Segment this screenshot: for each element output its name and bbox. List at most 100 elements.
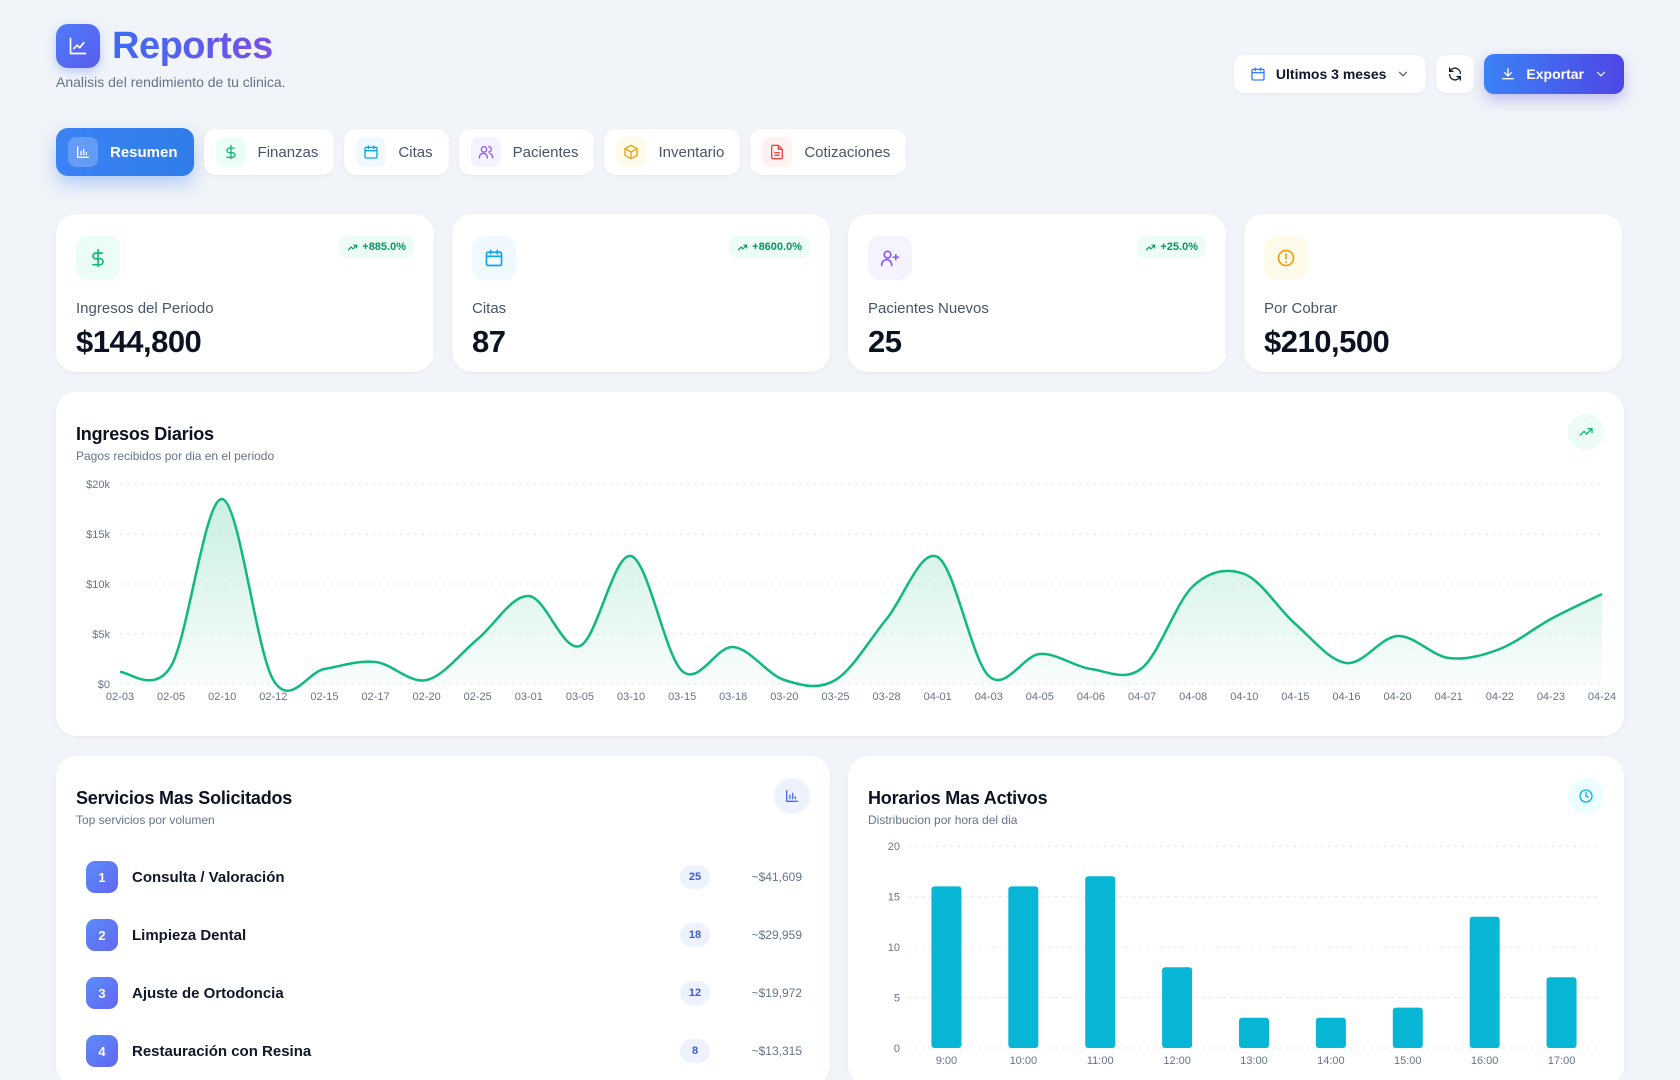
user-plus-icon: [868, 236, 912, 280]
line-chart-icon: [56, 24, 100, 68]
x-tick-label: 03-01: [515, 691, 543, 703]
data-point[interactable]: [267, 674, 279, 686]
x-tick-label: 04-05: [1026, 691, 1054, 703]
data-point[interactable]: [370, 656, 382, 668]
x-tick-label: 02-03: [106, 691, 134, 703]
data-point[interactable]: [1392, 630, 1404, 642]
data-point[interactable]: [625, 550, 637, 562]
bar[interactable]: [1469, 916, 1500, 1048]
data-point[interactable]: [1238, 568, 1250, 580]
data-point[interactable]: [1187, 580, 1199, 592]
data-point[interactable]: [676, 665, 688, 677]
x-tick-label: 04-03: [975, 691, 1003, 703]
x-tick-label: 02-05: [157, 691, 185, 703]
x-tick-label: 02-15: [310, 691, 338, 703]
data-point[interactable]: [1136, 662, 1148, 674]
chevron-down-icon: [1399, 71, 1408, 77]
rank-badge: 3: [86, 977, 118, 1009]
x-tick-label: 03-10: [617, 691, 645, 703]
x-tick-label: 04-15: [1281, 691, 1309, 703]
kpi-value: 87: [472, 324, 506, 359]
kpi-label: Pacientes Nuevos: [868, 300, 989, 317]
x-tick-label: 03-15: [668, 691, 696, 703]
data-point[interactable]: [727, 641, 739, 653]
bar[interactable]: [1315, 1017, 1346, 1048]
bar[interactable]: [931, 886, 962, 1048]
data-point[interactable]: [574, 640, 586, 652]
x-tick-label: 14:00: [1317, 1055, 1345, 1067]
area-fill: [120, 498, 1602, 691]
kpi-value: $210,500: [1264, 324, 1390, 359]
data-point[interactable]: [216, 493, 228, 505]
tab-inventario[interactable]: Inventario: [604, 129, 741, 175]
data-point[interactable]: [1443, 652, 1455, 664]
data-point[interactable]: [932, 551, 944, 563]
refresh-button[interactable]: [1436, 55, 1475, 93]
service-amount: ~$13,315: [751, 1044, 802, 1058]
trend-badge: +8600.0%: [729, 236, 810, 258]
dollar-icon: [76, 236, 120, 280]
y-tick-label: 20: [888, 841, 900, 853]
tab-finanzas[interactable]: Finanzas: [203, 129, 335, 175]
rank-badge: 4: [86, 1035, 118, 1067]
bar[interactable]: [1162, 967, 1193, 1048]
data-point[interactable]: [881, 613, 893, 625]
trend-badge: +885.0%: [339, 236, 414, 258]
kpi-value: 25: [868, 324, 902, 359]
x-tick-label: 03-05: [566, 691, 594, 703]
y-tick-label: $20k: [86, 479, 110, 491]
calendar-icon: [356, 137, 387, 167]
data-point[interactable]: [778, 674, 790, 686]
active-hours-panel: Horarios Mas Activos Distribucion por ho…: [848, 756, 1624, 1080]
data-point[interactable]: [318, 663, 330, 675]
bar[interactable]: [1392, 1007, 1423, 1048]
export-button[interactable]: Exportar: [1484, 54, 1624, 94]
active-hours-chart: 0 5 10 15 20 9:00 10:00 11:00 12:00 13:00 14:00 15:…: [888, 841, 1600, 1067]
calendar-icon: [472, 236, 516, 280]
y-tick-label: $5k: [92, 629, 110, 641]
data-point[interactable]: [829, 674, 841, 686]
service-amount: ~$19,972: [751, 986, 802, 1000]
x-tick-label: 04-22: [1486, 691, 1514, 703]
kpi-card-pacientes-nuevos: +25.0% Pacientes Nuevos 25: [848, 214, 1226, 372]
x-tick-label: 12:00: [1163, 1055, 1191, 1067]
data-point[interactable]: [1034, 648, 1046, 660]
tab-citas[interactable]: Citas: [344, 129, 449, 175]
series-line: [119, 497, 1603, 692]
service-count: 8: [680, 1039, 710, 1063]
bar[interactable]: [1546, 977, 1577, 1048]
data-point[interactable]: [1289, 618, 1301, 630]
tab-label: Pacientes: [512, 143, 579, 161]
data-point[interactable]: [1494, 643, 1506, 655]
data-point[interactable]: [114, 666, 126, 678]
bar[interactable]: [1085, 876, 1116, 1048]
x-tick-label: 10:00: [1010, 1055, 1038, 1067]
trending-up-icon: [737, 244, 748, 250]
data-point[interactable]: [1596, 588, 1608, 600]
top-services-panel: Servicios Mas Solicitados Top servicios …: [56, 756, 830, 1080]
data-point[interactable]: [1340, 657, 1352, 669]
daily-income-panel: Ingresos Diarios Pagos recibidos por dia…: [56, 392, 1624, 736]
data-point[interactable]: [472, 633, 484, 645]
date-range-select[interactable]: Ultimos 3 meses: [1233, 55, 1427, 93]
service-name: Restauración con Resina: [132, 1042, 312, 1060]
data-point[interactable]: [165, 660, 177, 672]
bar[interactable]: [1008, 886, 1039, 1048]
bar-chart-icon: [68, 137, 98, 167]
data-point[interactable]: [421, 674, 433, 686]
data-point[interactable]: [523, 590, 535, 602]
data-point[interactable]: [1545, 613, 1557, 625]
data-point[interactable]: [1085, 663, 1097, 675]
tab-pacientes[interactable]: Pacientes: [458, 129, 595, 175]
date-range-label: Ultimos 3 meses: [1275, 66, 1387, 82]
tab-cotizaciones[interactable]: Cotizaciones: [750, 129, 907, 175]
bar[interactable]: [1239, 1017, 1269, 1048]
panel-subtitle: Distribucion por hora del dia: [868, 813, 1018, 827]
rank-badge: 1: [86, 861, 118, 893]
y-tick-label: $10k: [86, 579, 110, 591]
x-tick-label: 04-16: [1332, 691, 1360, 703]
daily-income-chart: $0 $5k $10k $15k $20k 02-03 02-05 02-10 02-12 02-…: [86, 479, 1616, 703]
tab-resumen[interactable]: Resumen: [56, 128, 194, 176]
data-point[interactable]: [983, 670, 995, 682]
x-tick-label: 15:00: [1394, 1055, 1422, 1067]
